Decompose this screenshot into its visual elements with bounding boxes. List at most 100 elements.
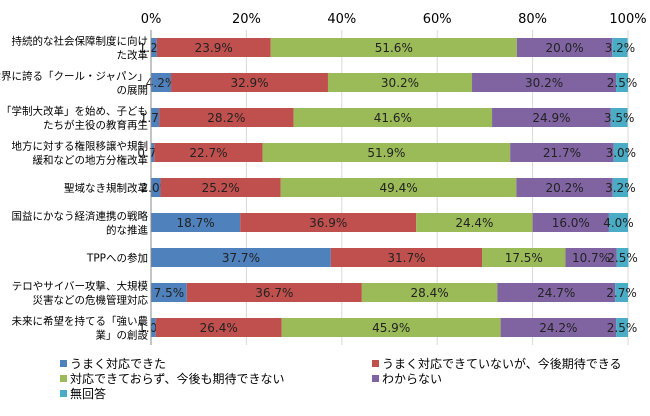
category-label: 的な推進 — [106, 224, 148, 237]
bar-segment — [565, 248, 617, 267]
data-label: 22.7% — [189, 146, 227, 160]
legend-swatch — [372, 360, 379, 367]
legend-label: 無回答 — [70, 386, 106, 401]
data-label: 2.7% — [606, 286, 637, 300]
legend-swatch — [60, 375, 67, 382]
data-label: 16.0% — [552, 216, 590, 230]
bar-segment — [616, 318, 628, 337]
data-label: 32.9% — [230, 76, 268, 90]
category-label: た改革 — [117, 49, 149, 62]
legend-label: うまく対応できた — [70, 357, 166, 371]
data-label: 51.6% — [375, 41, 413, 55]
data-label: 24.7% — [537, 286, 575, 300]
bar-segment — [151, 213, 241, 232]
legend-swatch — [60, 360, 67, 367]
data-label: 2.5% — [607, 251, 638, 265]
bar-segment — [327, 73, 473, 92]
bar-segment — [151, 318, 156, 337]
bar-segment — [270, 38, 517, 57]
data-label: 23.9% — [195, 41, 233, 55]
category-label: たちが主役の教育再生 — [43, 119, 148, 132]
bar-segment — [361, 283, 498, 302]
bar-segment — [510, 143, 614, 162]
bar-segment — [151, 178, 161, 197]
bar-segment — [293, 108, 493, 127]
category-label: 緩和などの地方分権改革 — [33, 154, 149, 167]
legend-label: わからない — [382, 372, 442, 386]
data-label: 45.9% — [372, 321, 410, 335]
bar-segment — [281, 318, 501, 337]
bar-segment — [151, 73, 172, 92]
category-label: 業」の創設 — [96, 329, 149, 342]
bar-segment — [280, 178, 517, 197]
bar-segment — [500, 318, 617, 337]
data-label: 41.6% — [374, 111, 412, 125]
data-label: 4.2% — [146, 76, 177, 90]
data-label: 28.2% — [207, 111, 245, 125]
data-label: 10.7% — [572, 251, 610, 265]
bar-segment — [186, 283, 362, 302]
bar-segment — [160, 178, 281, 197]
data-label: 36.7% — [255, 286, 293, 300]
data-label: 30.2% — [525, 76, 563, 90]
bar-segment — [155, 318, 282, 337]
data-label: 3.2% — [605, 41, 636, 55]
legend-swatch — [60, 390, 67, 397]
category-label: 未来に希望を持てる「強い農 — [12, 315, 149, 328]
data-label: 51.9% — [367, 146, 405, 160]
category-label: 世界に誇る「クール・ジャパン」 — [0, 70, 148, 83]
data-label: 21.7% — [543, 146, 581, 160]
bar-segment — [616, 248, 629, 267]
bar-segment — [497, 283, 616, 302]
bar-segment — [610, 108, 628, 127]
category-label: 地方に対する権限移譲や規制 — [12, 140, 149, 153]
category-label: 持続的な社会保障制度に向け — [12, 35, 149, 48]
bar-segment — [615, 283, 628, 302]
data-label: 31.7% — [387, 251, 425, 265]
bar-segment — [472, 73, 617, 92]
data-label: 20.2% — [545, 181, 583, 195]
data-label: 7.5% — [154, 286, 185, 300]
x-tick-label: 80% — [518, 12, 547, 27]
data-label: 24.4% — [455, 216, 493, 230]
bar-segment — [608, 213, 628, 232]
bar-segment — [240, 213, 417, 232]
category-label: 災害などの危機管理対応 — [33, 294, 149, 307]
bar-segment — [416, 213, 533, 232]
bar-segment — [151, 248, 331, 267]
data-label: 17.5% — [505, 251, 543, 265]
bar-segment — [616, 73, 628, 92]
x-tick-label: 40% — [327, 12, 356, 27]
bar-segment — [516, 38, 613, 57]
bar-segment — [492, 108, 611, 127]
data-label: 36.9% — [309, 216, 347, 230]
x-tick-label: 20% — [232, 12, 261, 27]
legend-swatch — [372, 375, 379, 382]
bar-segment — [151, 108, 160, 127]
x-tick-label: 0% — [141, 12, 162, 27]
bar-segment — [159, 108, 294, 127]
data-label: 24.2% — [539, 321, 577, 335]
data-label: 20.0% — [545, 41, 583, 55]
x-tick-label: 60% — [423, 12, 452, 27]
data-label: 49.4% — [380, 181, 418, 195]
bar-segment — [171, 73, 328, 92]
bar-segment — [482, 248, 566, 267]
category-label: TPPへの参加 — [86, 252, 148, 265]
data-label: 3.2% — [605, 181, 636, 195]
category-label: 国益にかなう経済連携の戦略 — [12, 210, 149, 223]
category-label: テロやサイバー攻撃、大規模 — [12, 280, 149, 293]
category-label: 「学制大改革」を始め、子ども — [1, 105, 148, 118]
x-tick-label: 100% — [609, 12, 646, 27]
data-label: 30.2% — [381, 76, 419, 90]
legend-label: うまく対応できていないが、今後期待できる — [382, 356, 622, 371]
bar-segment — [613, 143, 628, 162]
data-label: 25.2% — [202, 181, 240, 195]
bar-segment — [612, 38, 628, 57]
data-label: 3.5% — [604, 111, 635, 125]
bar-segment — [532, 213, 609, 232]
category-label: の展開 — [117, 85, 149, 97]
bar-segment — [516, 178, 613, 197]
data-label: 24.9% — [532, 111, 570, 125]
